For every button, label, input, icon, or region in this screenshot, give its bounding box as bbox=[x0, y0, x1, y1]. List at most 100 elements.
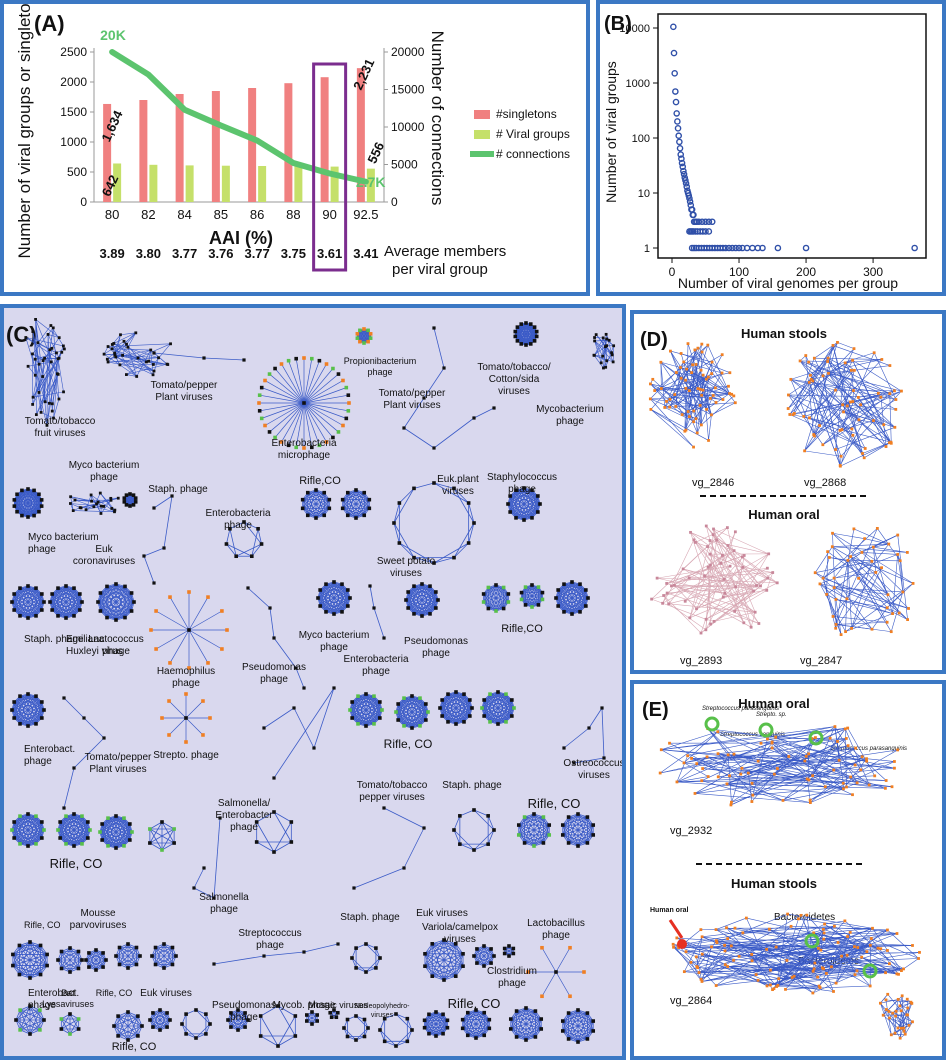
network-edge bbox=[664, 394, 675, 408]
network-node bbox=[362, 327, 366, 331]
network-node bbox=[663, 406, 667, 409]
network-node bbox=[350, 956, 354, 960]
network-edge bbox=[12, 945, 20, 966]
network-node bbox=[533, 1009, 538, 1013]
network-node bbox=[430, 942, 435, 946]
network-edge bbox=[670, 350, 713, 363]
network-edge bbox=[819, 583, 873, 630]
network-edge bbox=[725, 964, 768, 987]
network-node bbox=[659, 360, 663, 364]
cluster-label: Enterobacteria bbox=[271, 438, 336, 449]
network-node bbox=[504, 720, 508, 724]
network-node bbox=[865, 759, 869, 763]
network-edge bbox=[303, 402, 344, 426]
network-edge bbox=[13, 837, 29, 847]
network-edge bbox=[399, 542, 415, 558]
network-node bbox=[250, 554, 254, 559]
network-node bbox=[106, 816, 110, 820]
network-node bbox=[147, 359, 151, 363]
network-edge bbox=[273, 841, 292, 853]
chain-streptococcus bbox=[212, 942, 340, 966]
network-edge bbox=[226, 543, 252, 557]
network-edge bbox=[689, 572, 773, 579]
network-node bbox=[124, 493, 129, 497]
network-edge bbox=[193, 887, 215, 899]
network-edge bbox=[40, 349, 51, 413]
network-edge bbox=[49, 587, 59, 603]
network-node bbox=[605, 359, 609, 363]
network-node bbox=[816, 946, 820, 950]
network-node bbox=[582, 970, 586, 974]
network-edge bbox=[562, 816, 569, 836]
network-node bbox=[696, 387, 700, 390]
network-node bbox=[600, 706, 604, 710]
network-node bbox=[696, 346, 700, 350]
cluster-rifle-7 bbox=[394, 694, 430, 730]
network-node bbox=[843, 361, 847, 365]
network-edge bbox=[25, 337, 46, 402]
network-node bbox=[51, 326, 55, 330]
network-edge bbox=[844, 920, 902, 971]
viral-groups-bar bbox=[149, 164, 158, 202]
network-node bbox=[714, 401, 718, 404]
network-edge bbox=[809, 749, 898, 801]
network-edge bbox=[785, 985, 871, 990]
network-edge bbox=[195, 1009, 211, 1025]
network-edge bbox=[473, 829, 495, 851]
network-node bbox=[808, 798, 812, 802]
network-edge bbox=[724, 950, 814, 972]
network-node bbox=[511, 946, 516, 951]
network-edge bbox=[716, 949, 767, 986]
human-stools-title: Human stools bbox=[741, 326, 827, 341]
network-node bbox=[412, 555, 416, 560]
network-edge bbox=[19, 587, 45, 603]
scatter-point bbox=[676, 138, 683, 146]
network-node bbox=[441, 1031, 445, 1036]
network-node bbox=[62, 806, 66, 810]
network-edge bbox=[510, 1018, 517, 1038]
cluster-label: phage bbox=[362, 666, 390, 677]
network-node bbox=[153, 945, 158, 950]
network-edge bbox=[413, 557, 435, 564]
network-edge bbox=[568, 1012, 579, 1043]
network-node bbox=[423, 964, 427, 968]
network-node bbox=[837, 758, 841, 762]
network-edge bbox=[892, 554, 898, 614]
network-edge bbox=[887, 929, 919, 959]
network-edge bbox=[673, 946, 767, 950]
network-edge bbox=[850, 556, 888, 623]
network-node bbox=[294, 445, 298, 450]
network-edge bbox=[733, 945, 871, 961]
network-node bbox=[679, 352, 683, 355]
network-edge bbox=[748, 756, 807, 774]
network-edge bbox=[524, 816, 550, 836]
network-edge bbox=[29, 954, 48, 979]
scatter-point bbox=[678, 155, 685, 163]
network-node bbox=[849, 368, 853, 372]
network-edge bbox=[319, 584, 327, 607]
network-edge bbox=[447, 693, 473, 709]
network-node bbox=[110, 507, 114, 510]
network-node bbox=[312, 746, 316, 750]
network-node bbox=[259, 416, 264, 421]
network-node bbox=[114, 814, 118, 818]
network-node bbox=[366, 1026, 370, 1030]
network-edge bbox=[680, 367, 724, 400]
network-node bbox=[432, 326, 436, 330]
network-node bbox=[585, 815, 590, 819]
network-node bbox=[540, 994, 544, 999]
network-node bbox=[345, 513, 350, 518]
network-node bbox=[10, 708, 14, 712]
network-edge bbox=[525, 586, 543, 593]
network-edge bbox=[277, 1005, 296, 1037]
network-node bbox=[884, 445, 888, 448]
scatter-point bbox=[676, 144, 684, 152]
network-node bbox=[827, 556, 831, 559]
network-node bbox=[348, 596, 352, 600]
network-edge bbox=[405, 599, 415, 615]
network-edge bbox=[51, 588, 59, 611]
network-node bbox=[279, 440, 284, 444]
network-node bbox=[472, 808, 476, 812]
network-node bbox=[692, 409, 696, 413]
network-node bbox=[302, 950, 306, 954]
